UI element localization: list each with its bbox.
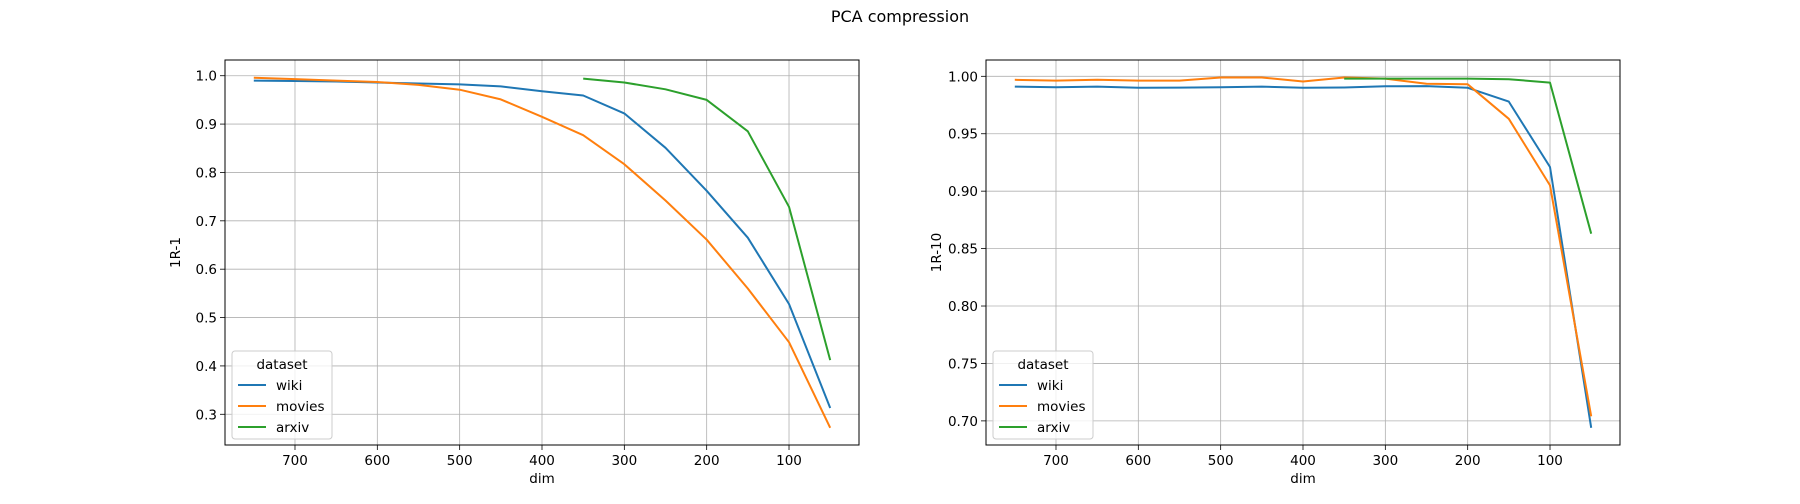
y-tick-label: 0.7 [196,214,217,230]
y-tick-label: 0.80 [948,299,978,315]
y-axis-label: 1R-10 [929,233,945,272]
series-line-arxiv [1344,77,1593,234]
x-tick-label: 200 [694,453,720,469]
x-tick-label: 300 [611,453,637,469]
x-axis-label: dim [1290,471,1315,487]
y-tick-label: 0.6 [196,262,217,278]
legend-label-arxiv: arxiv [1037,420,1070,436]
chart-right-1r-10: 700 600 500 400 300 200 100 0.70 0.75 0.80 0.85 0.9… [929,59,1621,487]
y-axis-label: 1R-1 [168,237,184,268]
y-tick-label: 1.00 [948,69,978,85]
series-line-movies [1014,76,1593,417]
y-tick-label: 1.0 [196,69,217,85]
legend-label-wiki: wiki [1037,378,1063,394]
x-tick-label: 700 [1043,453,1069,469]
x-tick-label: 400 [529,453,555,469]
legend-label-wiki: wiki [276,378,302,394]
y-tick-label: 0.90 [948,184,978,200]
legend-title: dataset [256,357,307,373]
chart-left-1r-1: 700 600 500 400 300 200 100 0.3 0.4 0.5 0.6 0.7 0.8 0… [168,59,860,487]
y-tick-label: 0.75 [948,356,978,372]
legend-label-arxiv: arxiv [276,420,309,436]
legend: dataset wiki movies arxiv [231,350,333,440]
legend: dataset wiki movies arxiv [992,350,1094,440]
x-tick-label: 600 [364,453,390,469]
y-tick-label: 0.3 [196,407,217,423]
y-tick-label: 0.70 [948,414,978,430]
y-tick-label: 0.4 [196,359,217,375]
x-tick-label: 500 [1208,453,1234,469]
series-line-wiki [1014,85,1593,428]
y-tick-label: 0.85 [948,242,978,258]
y-tick-label: 0.95 [948,127,978,143]
x-tick-label: 200 [1455,453,1481,469]
x-tick-label: 100 [776,453,802,469]
x-tick-label: 100 [1537,453,1563,469]
series-line-arxiv [583,77,832,361]
x-tick-label: 500 [447,453,473,469]
legend-label-movies: movies [1037,399,1086,415]
legend-label-movies: movies [276,399,325,415]
figure-title: PCA compression [831,7,969,26]
axes-frame [224,59,860,446]
y-tick-label: 0.5 [196,311,217,327]
series-line-movies [253,76,832,429]
y-tick-label: 0.9 [196,117,217,133]
x-tick-label: 300 [1372,453,1398,469]
legend-title: dataset [1017,357,1068,373]
y-tick-label: 0.8 [196,165,217,181]
x-tick-label: 400 [1290,453,1316,469]
x-axis-label: dim [529,471,554,487]
x-tick-label: 700 [282,453,308,469]
legend-box [231,350,333,440]
legend-box [992,350,1094,440]
x-tick-label: 600 [1125,453,1151,469]
axes-frame [985,59,1621,446]
